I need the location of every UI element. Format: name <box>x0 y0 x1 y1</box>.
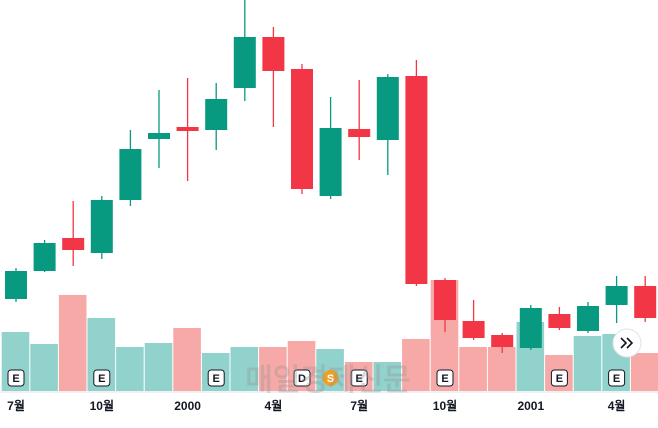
volume-bar <box>259 347 287 391</box>
event-icon <box>350 369 368 387</box>
event-icon <box>207 369 225 387</box>
event-label: E <box>556 373 563 385</box>
candle-body <box>462 321 485 338</box>
volume-bar <box>144 343 173 391</box>
event-icon <box>93 369 111 387</box>
candle-body <box>291 69 313 189</box>
candle-body <box>119 149 142 200</box>
x-tick-label: 10월 <box>90 398 114 413</box>
volume-bar <box>58 295 87 391</box>
volume-bar <box>373 362 402 391</box>
candle-body <box>62 238 85 250</box>
event-label: D <box>298 373 306 385</box>
event-icon <box>550 369 568 387</box>
candle-body <box>434 280 456 320</box>
event-label: E <box>213 373 220 385</box>
event-icon <box>436 369 454 387</box>
volume-bar <box>30 344 58 391</box>
candle-body <box>491 335 514 347</box>
event-icon <box>608 369 626 387</box>
candle-body <box>376 77 399 140</box>
candle-body <box>319 128 342 196</box>
candle-body <box>90 200 113 253</box>
candle-body <box>405 76 428 284</box>
candle-body <box>233 37 256 88</box>
x-tick-label: 7월 <box>7 398 25 413</box>
volume-bar <box>402 339 430 391</box>
candle-layer <box>5 0 657 353</box>
event-label: E <box>356 373 363 385</box>
scroll-button[interactable] <box>612 328 642 358</box>
x-tick-label: 7월 <box>350 398 368 413</box>
volume-bar <box>573 336 602 391</box>
event-label: E <box>98 373 105 385</box>
candle-body <box>5 271 27 299</box>
candle-body <box>634 286 657 318</box>
volume-bar <box>173 328 201 391</box>
event-icon <box>7 369 25 387</box>
candle-body <box>33 243 56 271</box>
candle-body <box>176 127 199 131</box>
candle-body <box>605 286 628 305</box>
event-label: E <box>12 373 19 385</box>
candle-body <box>519 308 542 348</box>
event-icon <box>322 370 339 386</box>
watermark: 매일경제신문 <box>245 364 411 397</box>
volume-bar <box>459 347 487 391</box>
candle-body <box>205 99 228 130</box>
x-tick-label: 4월 <box>265 398 283 413</box>
x-tick-label: 10월 <box>433 398 457 413</box>
event-label: E <box>441 373 448 385</box>
candle-body <box>262 37 285 71</box>
event-label: E <box>613 373 620 385</box>
volume-bar <box>630 353 658 391</box>
volume-bar <box>487 347 516 391</box>
x-tick-label: 2001 <box>517 399 544 413</box>
event-icon <box>293 369 311 387</box>
event-label: S <box>327 373 334 385</box>
candle-body <box>577 306 599 331</box>
candle-body <box>148 133 170 139</box>
x-tick-label: 4월 <box>608 398 626 413</box>
volume-bar <box>230 347 259 391</box>
x-tick-label: 2000 <box>174 399 201 413</box>
volume-bar <box>116 347 144 391</box>
candle-body <box>348 129 371 137</box>
candle-body <box>548 314 571 328</box>
